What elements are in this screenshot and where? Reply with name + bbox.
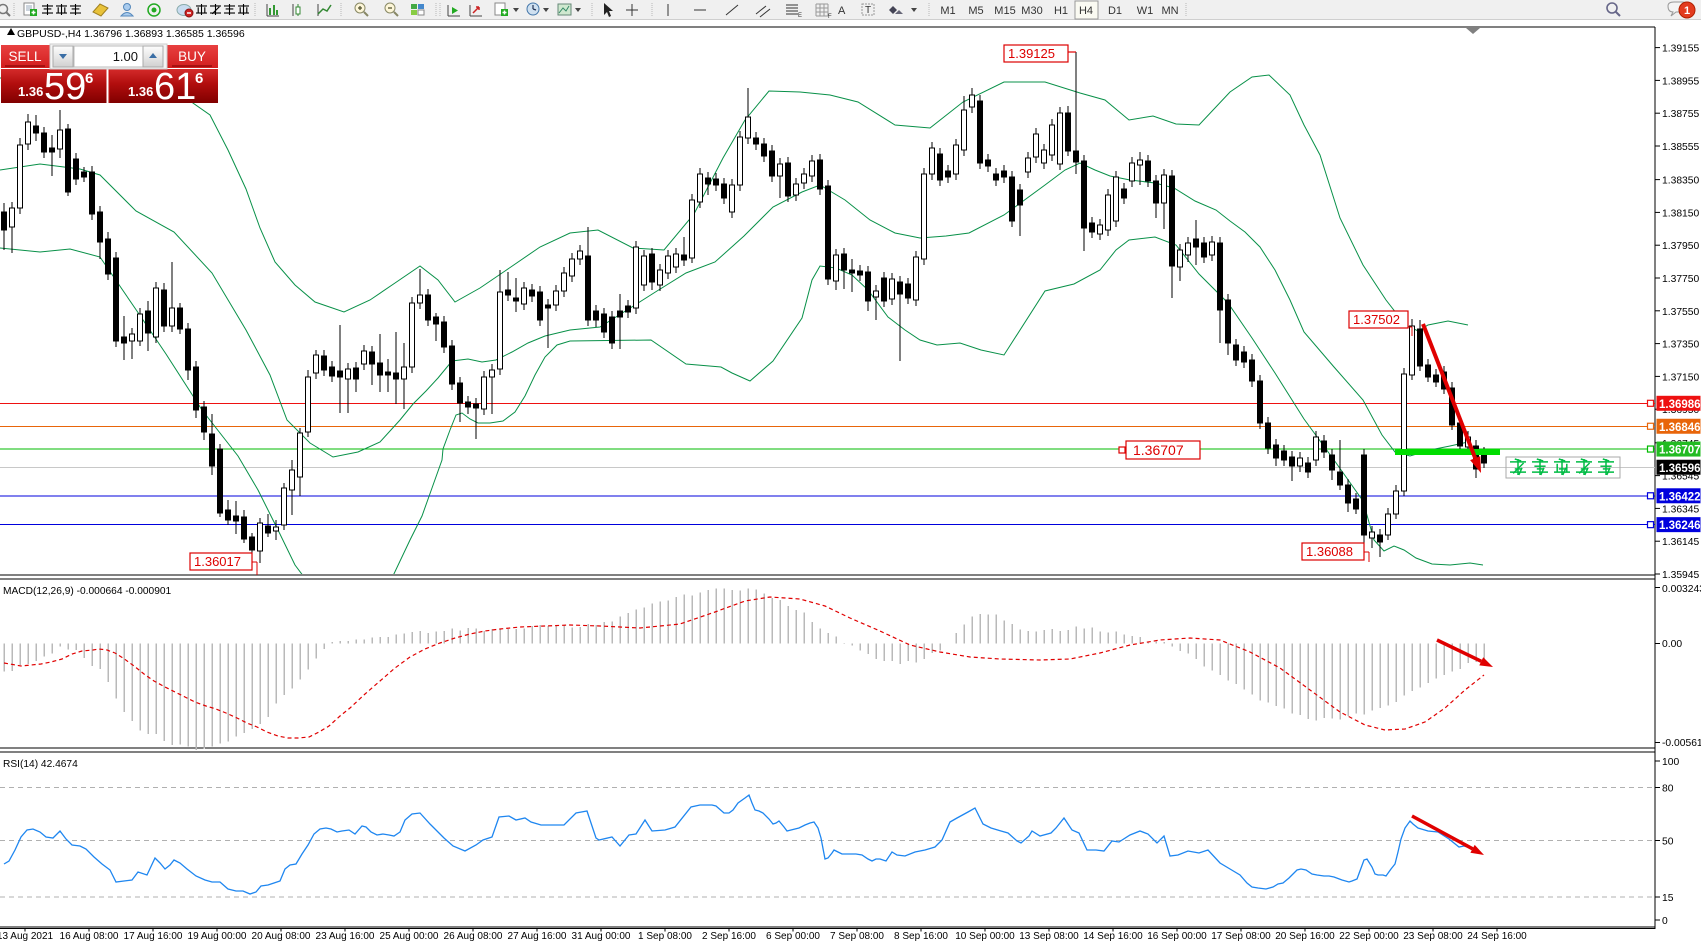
svg-text:1.36: 1.36 xyxy=(128,84,153,99)
svg-text:0.00: 0.00 xyxy=(1662,639,1682,650)
svg-text:100: 100 xyxy=(1662,757,1679,768)
svg-text:1.36246: 1.36246 xyxy=(1659,520,1701,532)
svg-text:M1: M1 xyxy=(940,5,955,17)
svg-text:H1: H1 xyxy=(1054,5,1068,17)
svg-text:1.37550: 1.37550 xyxy=(1662,307,1699,318)
svg-text:E: E xyxy=(798,13,802,19)
svg-text:1.37350: 1.37350 xyxy=(1662,340,1699,351)
svg-text:50: 50 xyxy=(1662,837,1674,848)
svg-text:27 Aug 16:00: 27 Aug 16:00 xyxy=(508,931,567,942)
svg-text:17 Aug 16:00: 17 Aug 16:00 xyxy=(124,931,183,942)
svg-text:7 Sep 08:00: 7 Sep 08:00 xyxy=(830,931,884,942)
svg-text:1.38555: 1.38555 xyxy=(1662,142,1699,153)
svg-text:BUY: BUY xyxy=(178,49,206,64)
svg-text:1.37750: 1.37750 xyxy=(1662,274,1699,285)
svg-text:16 Sep 00:00: 16 Sep 00:00 xyxy=(1147,931,1207,942)
svg-text:M15: M15 xyxy=(994,5,1015,17)
svg-text:1.36088: 1.36088 xyxy=(1306,544,1353,559)
svg-text:M5: M5 xyxy=(968,5,983,17)
svg-text:19 Aug 00:00: 19 Aug 00:00 xyxy=(188,931,247,942)
svg-text:23 Aug 16:00: 23 Aug 16:00 xyxy=(316,931,375,942)
svg-text:GBPUSD-,H4 1.36796 1.36893 1.: GBPUSD-,H4 1.36796 1.36893 1.36585 1.365… xyxy=(17,28,245,40)
svg-text:D1: D1 xyxy=(1108,5,1122,17)
svg-text:6 Sep 00:00: 6 Sep 00:00 xyxy=(766,931,820,942)
svg-text:13 Aug 2021: 13 Aug 2021 xyxy=(0,931,54,942)
svg-text:H4: H4 xyxy=(1079,5,1093,17)
svg-text:26 Aug 08:00: 26 Aug 08:00 xyxy=(444,931,503,942)
svg-text:M30: M30 xyxy=(1021,5,1042,17)
svg-text:6: 6 xyxy=(85,70,93,87)
svg-text:1.36: 1.36 xyxy=(18,84,43,99)
svg-text:2 Sep 16:00: 2 Sep 16:00 xyxy=(702,931,756,942)
svg-text:1.38350: 1.38350 xyxy=(1662,176,1699,187)
svg-text:-0.005616: -0.005616 xyxy=(1662,738,1701,749)
svg-text:80: 80 xyxy=(1662,784,1674,795)
svg-text:1.36145: 1.36145 xyxy=(1662,537,1699,548)
svg-text:1.37150: 1.37150 xyxy=(1662,372,1699,383)
svg-text:1.36846: 1.36846 xyxy=(1659,422,1701,434)
svg-text:20 Aug 08:00: 20 Aug 08:00 xyxy=(252,931,311,942)
svg-text:0.003243: 0.003243 xyxy=(1662,584,1701,595)
svg-text:25 Aug 00:00: 25 Aug 00:00 xyxy=(380,931,439,942)
svg-text:1.36707: 1.36707 xyxy=(1659,445,1701,457)
svg-text:1.37502: 1.37502 xyxy=(1353,312,1400,327)
svg-text:23 Sep 08:00: 23 Sep 08:00 xyxy=(1403,931,1463,942)
svg-text:MN: MN xyxy=(1161,5,1178,17)
svg-text:6: 6 xyxy=(195,70,203,87)
svg-text:1.38955: 1.38955 xyxy=(1662,76,1699,87)
svg-text:W1: W1 xyxy=(1137,5,1154,17)
svg-text:1.38755: 1.38755 xyxy=(1662,109,1699,120)
svg-text:1.37950: 1.37950 xyxy=(1662,241,1699,252)
svg-text:1.36986: 1.36986 xyxy=(1659,399,1701,411)
svg-text:1.36545: 1.36545 xyxy=(1662,472,1699,483)
svg-text:20 Sep 16:00: 20 Sep 16:00 xyxy=(1275,931,1335,942)
svg-text:17 Sep 08:00: 17 Sep 08:00 xyxy=(1211,931,1271,942)
svg-text:24 Sep 16:00: 24 Sep 16:00 xyxy=(1467,931,1527,942)
svg-text:1.39125: 1.39125 xyxy=(1008,46,1055,61)
svg-text:13 Sep 08:00: 13 Sep 08:00 xyxy=(1019,931,1079,942)
svg-text:31 Aug 00:00: 31 Aug 00:00 xyxy=(572,931,631,942)
svg-text:61: 61 xyxy=(154,66,196,108)
svg-text:1.36707: 1.36707 xyxy=(1133,442,1184,458)
svg-text:22 Sep 00:00: 22 Sep 00:00 xyxy=(1339,931,1399,942)
svg-text:1 Sep 08:00: 1 Sep 08:00 xyxy=(638,931,692,942)
svg-text:8 Sep 16:00: 8 Sep 16:00 xyxy=(894,931,948,942)
svg-text:1.35945: 1.35945 xyxy=(1662,570,1699,581)
svg-text:1.39155: 1.39155 xyxy=(1662,44,1699,55)
svg-text:15: 15 xyxy=(1662,893,1674,904)
svg-text:1.36017: 1.36017 xyxy=(194,554,241,569)
svg-text:14 Sep 16:00: 14 Sep 16:00 xyxy=(1083,931,1143,942)
svg-text:59: 59 xyxy=(44,66,86,108)
svg-text:10 Sep 00:00: 10 Sep 00:00 xyxy=(955,931,1015,942)
svg-text:A: A xyxy=(838,5,846,17)
svg-text:SELL: SELL xyxy=(8,49,42,64)
svg-text:0: 0 xyxy=(1662,916,1668,927)
svg-text:1.36345: 1.36345 xyxy=(1662,504,1699,515)
svg-text:MACD(12,26,9) -0.000664 -0.000: MACD(12,26,9) -0.000664 -0.000901 xyxy=(3,586,172,597)
svg-text:RSI(14) 42.4674: RSI(14) 42.4674 xyxy=(3,759,78,770)
svg-text:16 Aug 08:00: 16 Aug 08:00 xyxy=(60,931,119,942)
svg-text:F: F xyxy=(828,14,832,20)
svg-text:1: 1 xyxy=(1684,5,1690,17)
svg-text:T: T xyxy=(865,5,871,16)
svg-text:1.38150: 1.38150 xyxy=(1662,208,1699,219)
svg-text:1.36596: 1.36596 xyxy=(1659,463,1701,475)
svg-text:1.00: 1.00 xyxy=(113,49,138,64)
svg-text:1.36422: 1.36422 xyxy=(1659,491,1701,503)
